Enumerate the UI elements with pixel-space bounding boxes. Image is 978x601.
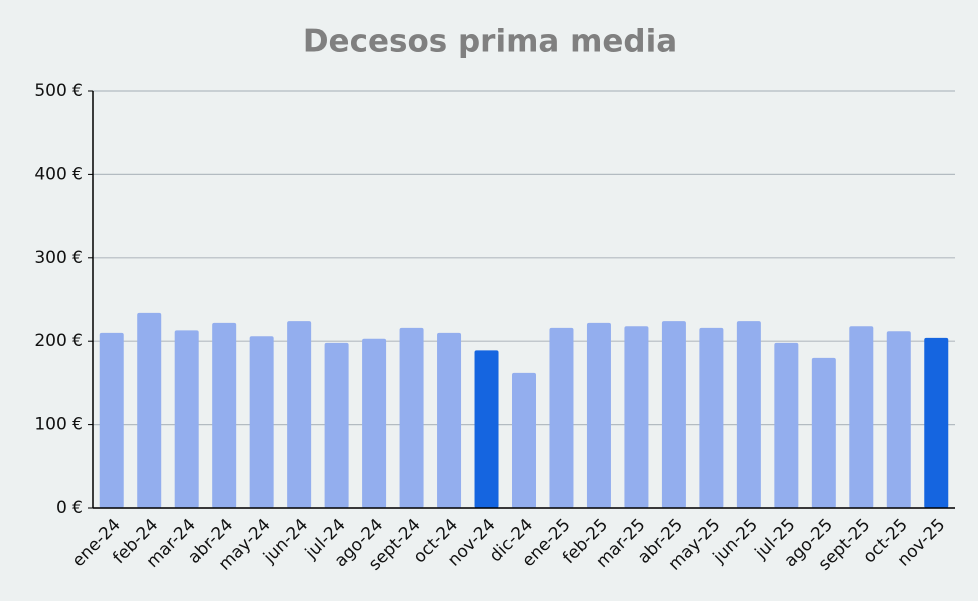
bar (99, 332, 124, 508)
bar (886, 331, 911, 508)
bar (474, 350, 499, 508)
bar (324, 342, 349, 508)
bar (512, 372, 536, 508)
bar (586, 322, 611, 508)
bar (736, 321, 761, 508)
bar (437, 332, 462, 508)
bar (774, 342, 799, 508)
bar (661, 321, 686, 508)
y-tick-label: 500 € (34, 81, 83, 101)
bar (212, 322, 237, 508)
bar (399, 327, 424, 508)
chart-title: Decesos prima media (303, 24, 677, 60)
bar (137, 312, 162, 508)
bar (549, 327, 574, 508)
y-tick-label: 0 € (56, 498, 83, 518)
y-tick-label: 300 € (34, 248, 83, 268)
bar (287, 321, 312, 508)
bar (624, 326, 649, 508)
bar (249, 336, 274, 508)
y-tick-label: 200 € (34, 331, 83, 351)
y-tick-label: 100 € (34, 415, 83, 435)
bar (849, 326, 874, 508)
bar (699, 327, 724, 508)
bar (174, 330, 199, 508)
y-tick-label: 400 € (34, 164, 83, 184)
bar (811, 357, 836, 508)
bar (362, 338, 387, 508)
bar (924, 337, 949, 508)
